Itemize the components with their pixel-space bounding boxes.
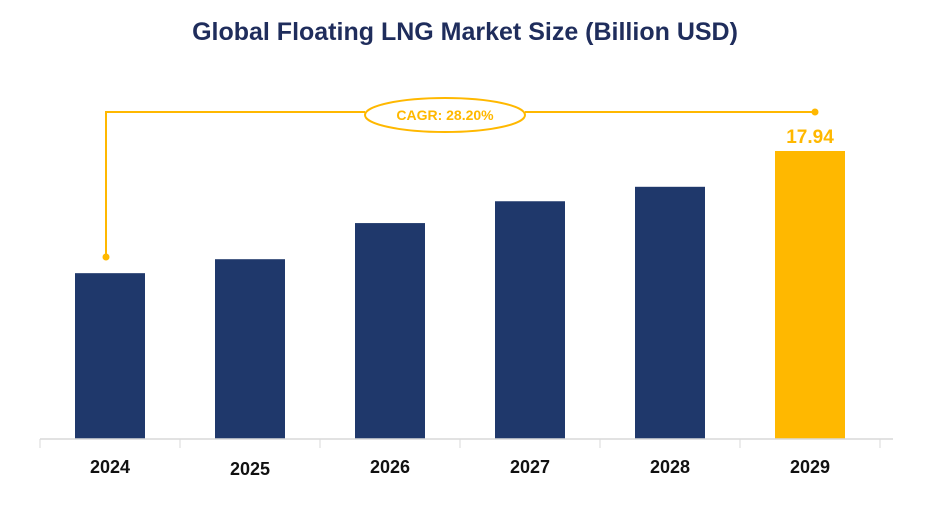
bar-2025	[215, 259, 285, 439]
bar-2029	[775, 151, 845, 439]
x-tick-label-2027: 2027	[510, 457, 550, 477]
x-tick-label-2024: 2024	[90, 457, 130, 477]
cagr-line-left	[105, 111, 365, 257]
cagr-start-dot	[102, 253, 110, 261]
cagr-ellipse	[364, 97, 526, 133]
bar-2024	[75, 273, 145, 439]
x-tick-label-2029: 2029	[790, 457, 830, 477]
data-label-2029: 17.94	[786, 127, 834, 148]
cagr-label: CAGR: 28.20%	[396, 107, 494, 123]
cagr-annotation: CAGR: 28.20%	[102, 97, 819, 261]
x-tick-label-2026: 2026	[370, 457, 410, 477]
x-tick-label-2025: 2025	[230, 459, 270, 479]
bar-2028	[635, 186, 705, 439]
bar-2027	[495, 201, 565, 439]
chart-title: Global Floating LNG Market Size (Billion…	[192, 18, 738, 46]
x-tick-label-2028: 2028	[650, 457, 690, 477]
cagr-end-dot	[811, 108, 819, 116]
bar-2026	[355, 223, 425, 439]
